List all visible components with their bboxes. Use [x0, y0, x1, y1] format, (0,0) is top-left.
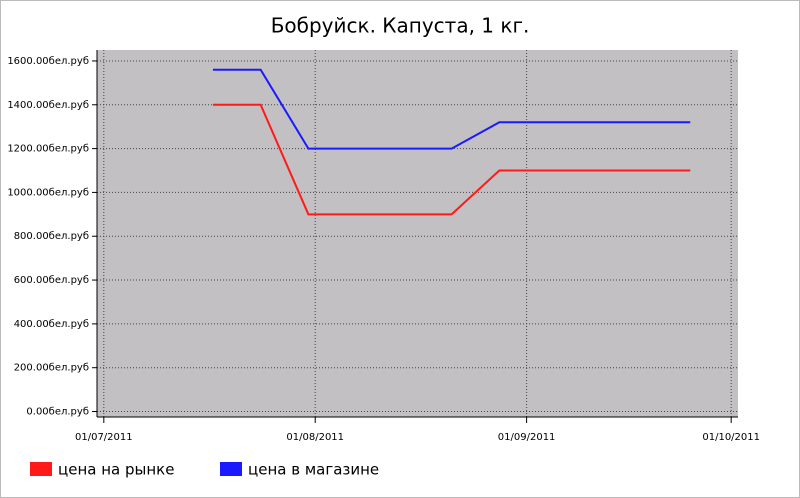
legend-swatch [220, 462, 242, 476]
y-tick-label: 600.00бел.руб [14, 275, 89, 286]
line-series [212, 68, 691, 150]
y-tick-label: 1000.00бел.руб [7, 187, 89, 198]
plot-area [97, 50, 738, 417]
line-series [212, 103, 691, 216]
y-tick-label: 0.00бел.руб [26, 407, 89, 418]
y-tick-label: 1600.00бел.руб [7, 56, 89, 67]
x-tick-label: 01/09/2011 [498, 432, 556, 443]
y-tick-label: 800.00бел.руб [14, 231, 89, 242]
x-tick-label: 01/10/2011 [702, 432, 760, 443]
legend-label: цена на рынке [58, 461, 174, 479]
legend-swatch [30, 462, 52, 476]
x-tick-label: 01/08/2011 [286, 432, 344, 443]
legend-label: цена в магазине [248, 461, 379, 479]
y-tick-label: 400.00бел.руб [14, 319, 89, 330]
y-tick-label: 1400.00бел.руб [7, 100, 89, 111]
y-tick-label: 1200.00бел.руб [7, 144, 89, 155]
chart-title: Бобруйск. Капуста, 1 кг. [271, 14, 530, 38]
x-tick-label: 01/07/2011 [75, 432, 133, 443]
y-tick-label: 200.00бел.руб [14, 363, 89, 374]
